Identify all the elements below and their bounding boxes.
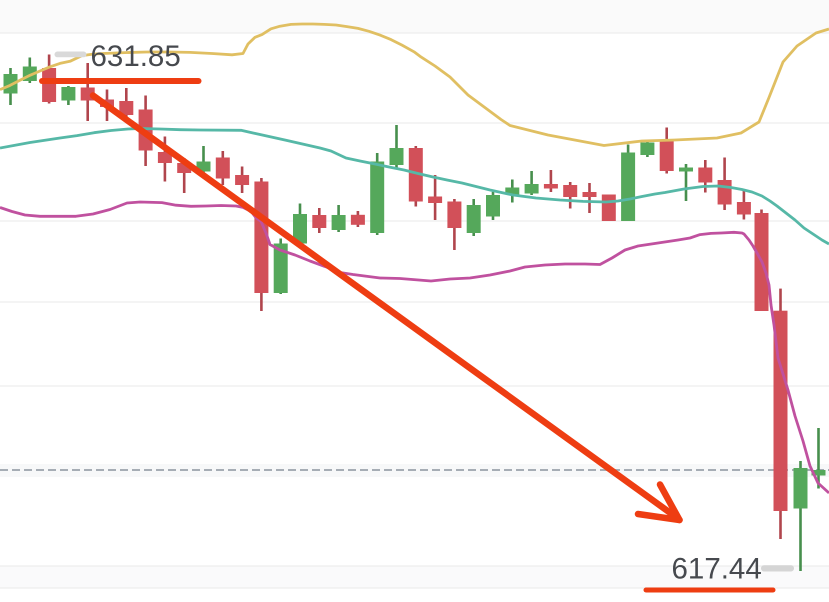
svg-text:631.85: 631.85: [91, 40, 181, 73]
svg-text:617.44: 617.44: [672, 553, 762, 586]
